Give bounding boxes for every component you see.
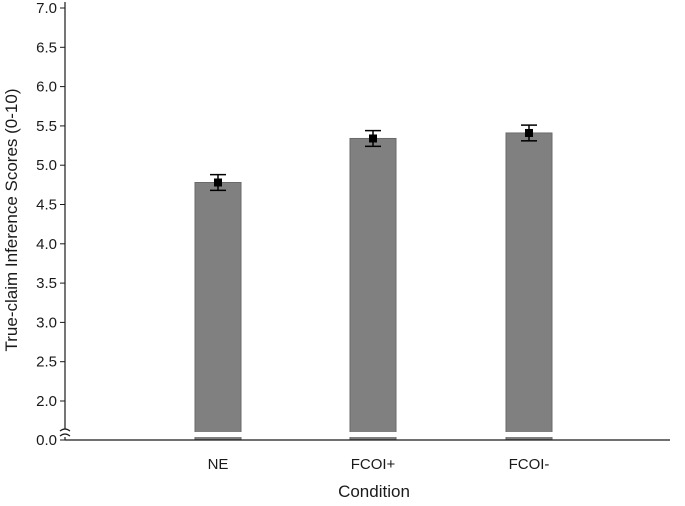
bar-break-gap <box>505 432 553 437</box>
bars-layer <box>194 132 553 441</box>
mean-marker <box>214 178 222 187</box>
mean-marker <box>369 134 377 143</box>
y-tick-label: 5.0 <box>36 157 57 174</box>
x-tick-label: NE <box>208 456 229 473</box>
y-tick-label: 0.0 <box>36 432 57 449</box>
y-tick-label: 5.5 <box>36 118 57 135</box>
labels-layer: Condition True-claim Inference Scores (0… <box>2 0 549 501</box>
bar-fcoi- <box>349 137 397 441</box>
x-axis-title: Condition <box>338 482 410 501</box>
y-axis-break-mark <box>59 433 71 437</box>
y-tick-label: 6.0 <box>36 79 57 96</box>
bar-fcoi- <box>505 132 553 441</box>
bar-ne <box>194 181 242 441</box>
y-axis-break-mark <box>59 428 71 432</box>
y-tick-label: 2.0 <box>36 393 57 410</box>
axes-layer <box>59 2 670 441</box>
y-axis-title: True-claim Inference Scores (0-10) <box>2 89 21 352</box>
x-tick-label: FCOI+ <box>351 456 396 473</box>
x-tick-label: FCOI- <box>509 456 550 473</box>
y-tick-label: 3.0 <box>36 314 57 331</box>
y-tick-label: 2.5 <box>36 354 57 371</box>
y-tick-label: 4.5 <box>36 197 57 214</box>
mean-marker <box>525 128 533 137</box>
bar-break-gap <box>194 432 242 437</box>
y-tick-label: 6.5 <box>36 39 57 56</box>
y-tick-label: 3.5 <box>36 275 57 292</box>
error-bars-layer <box>210 124 537 192</box>
y-tick-label: 4.0 <box>36 236 57 253</box>
y-tick-label: 7.0 <box>36 0 57 17</box>
bar-break-gap <box>349 432 397 437</box>
